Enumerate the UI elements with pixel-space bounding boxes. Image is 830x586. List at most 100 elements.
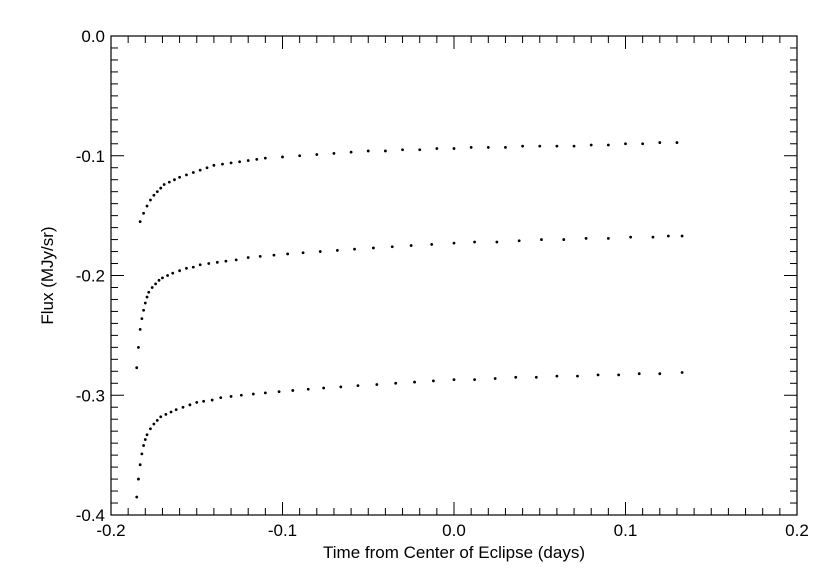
data-point-series-1 (315, 153, 319, 156)
data-point-series-2 (390, 245, 394, 249)
data-point-series-1 (221, 162, 224, 166)
data-point-series-3 (473, 378, 476, 382)
data-point-series-3 (277, 390, 281, 394)
data-point-series-3 (229, 395, 233, 398)
data-point-series-3 (135, 495, 139, 499)
data-point-series-2 (198, 263, 202, 267)
data-point-series-1 (162, 183, 166, 186)
data-point-series-2 (142, 308, 145, 312)
data-point-series-1 (149, 198, 152, 202)
data-point-series-2 (224, 259, 228, 263)
data-point-series-3 (143, 438, 147, 441)
data-point-series-3 (576, 374, 579, 378)
data-point-series-1 (159, 186, 163, 190)
x-tick-label: 0.1 (614, 521, 638, 540)
x-axis-label: Time from Center of Eclipse (days) (323, 543, 585, 562)
data-point-series-1 (145, 204, 149, 208)
data-point-series-3 (138, 463, 142, 467)
data-point-series-3 (137, 477, 140, 481)
data-point-series-1 (263, 156, 267, 160)
data-point-series-2 (178, 269, 182, 273)
data-point-series-2 (246, 256, 250, 259)
data-point-series-2 (258, 254, 262, 258)
data-point-series-3 (174, 408, 178, 412)
data-point-series-1 (555, 144, 559, 148)
data-point-series-1 (384, 149, 387, 153)
data-point-series-1 (205, 166, 209, 170)
data-point-series-1 (167, 180, 171, 184)
data-point-series-2 (680, 234, 684, 238)
data-points (135, 141, 684, 499)
data-point-series-3 (432, 379, 435, 383)
data-point-series-3 (596, 373, 600, 377)
data-point-series-3 (493, 377, 497, 380)
data-point-series-1 (521, 144, 524, 148)
data-point-series-2 (234, 258, 238, 262)
data-point-series-2 (562, 238, 566, 241)
data-point-series-2 (666, 234, 670, 238)
data-point-series-2 (140, 317, 144, 321)
data-point-series-3 (149, 427, 152, 431)
data-point-series-2 (318, 250, 322, 253)
data-point-series-2 (430, 242, 434, 246)
data-point-series-2 (215, 260, 219, 264)
data-point-series-2 (166, 274, 169, 277)
data-point-series-1 (589, 143, 593, 147)
data-point-series-2 (495, 240, 499, 244)
tick-labels: -0.2 -0.1 0.0 0.1 0.2 -0.4 -0.3 -0.2 -0.1 0.0 (76, 27, 809, 540)
data-point-series-3 (210, 398, 214, 402)
y-tick-label: -0.3 (76, 386, 105, 405)
data-point-series-1 (435, 147, 439, 150)
data-point-series-1 (675, 141, 679, 144)
data-point-series-2 (135, 366, 139, 370)
data-point-series-2 (651, 235, 655, 239)
y-tick-label: -0.4 (76, 506, 105, 525)
data-point-series-1 (191, 171, 195, 174)
data-point-series-2 (335, 248, 339, 252)
data-point-series-2 (540, 238, 543, 241)
data-point-series-1 (152, 193, 156, 197)
data-point-series-3 (239, 393, 243, 397)
data-point-series-1 (238, 160, 242, 164)
data-point-series-3 (452, 378, 456, 382)
data-point-series-3 (155, 419, 159, 422)
data-point-series-3 (219, 396, 223, 400)
data-point-series-1 (606, 143, 610, 147)
data-point-series-2 (137, 345, 140, 349)
data-point-series-3 (164, 413, 168, 416)
data-point-series-3 (658, 372, 662, 376)
data-point-series-2 (272, 253, 276, 257)
data-point-series-2 (143, 301, 147, 305)
data-point-series-3 (145, 433, 149, 437)
plot-frame (110, 35, 798, 516)
data-point-series-3 (637, 372, 641, 376)
data-point-series-3 (413, 380, 416, 384)
data-point-series-1 (185, 173, 188, 177)
data-point-series-1 (155, 190, 159, 194)
data-point-series-2 (171, 271, 175, 275)
data-point-series-3 (152, 422, 156, 426)
data-point-series-2 (138, 327, 142, 331)
data-point-series-2 (409, 244, 413, 247)
data-point-series-1 (349, 150, 353, 154)
data-point-series-2 (191, 265, 195, 269)
y-tick-label: -0.2 (76, 267, 105, 286)
data-point-series-1 (173, 178, 176, 182)
data-point-series-3 (339, 385, 343, 389)
data-point-series-3 (680, 371, 684, 374)
data-point-series-3 (555, 374, 559, 378)
x-tick-label: 0.2 (785, 521, 809, 540)
axis-ticks (110, 35, 798, 516)
data-point-series-1 (486, 145, 490, 149)
data-point-series-1 (281, 155, 284, 159)
data-point-series-3 (188, 403, 192, 407)
data-point-series-2 (207, 262, 211, 265)
data-point-series-3 (159, 415, 163, 419)
data-point-series-1 (658, 141, 662, 144)
data-point-series-2 (629, 235, 633, 239)
data-point-series-2 (150, 286, 154, 289)
data-point-series-3 (375, 383, 379, 386)
data-point-series-3 (322, 386, 326, 390)
data-point-series-2 (147, 290, 151, 294)
